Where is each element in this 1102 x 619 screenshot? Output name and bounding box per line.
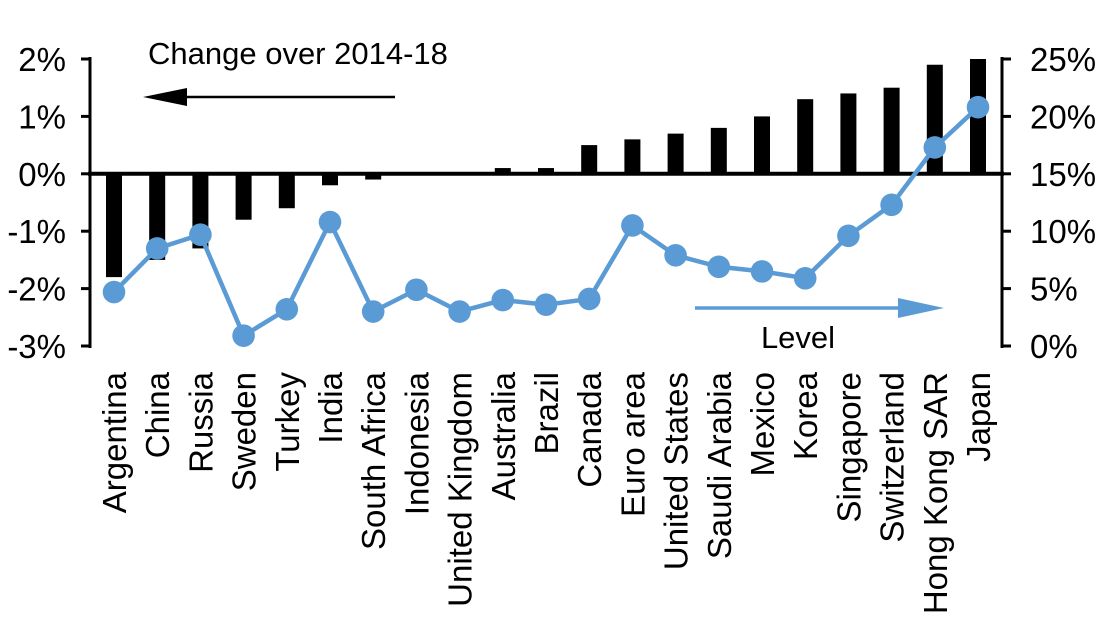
category-label: United Kingdom (442, 372, 479, 607)
bar (581, 145, 598, 174)
data-point (707, 255, 731, 279)
data-point (664, 244, 687, 267)
category-label: India (312, 371, 349, 443)
category-label: Hong Kong SAR (917, 372, 954, 614)
category-label: Brazil (528, 372, 565, 455)
right-axis-tick-label: 0% (1030, 328, 1078, 365)
data-point (232, 324, 255, 347)
data-point (880, 193, 903, 217)
data-point (318, 210, 342, 234)
bar (106, 173, 122, 278)
category-label: United States (658, 372, 695, 570)
right-axis-tick-label: 10% (1030, 213, 1096, 250)
line-series-label: Level (760, 320, 836, 355)
data-point (405, 278, 428, 302)
left-axis-tick-label: 1% (18, 98, 66, 135)
data-point (448, 300, 471, 323)
data-point (102, 280, 126, 304)
bar (754, 116, 770, 174)
bar (840, 93, 857, 174)
category-label: Turkey (269, 372, 306, 472)
category-label: Switzerland (874, 372, 911, 543)
category-label: China (139, 371, 176, 458)
bar (667, 133, 684, 174)
bar (494, 168, 511, 174)
category-label: Japan (960, 372, 997, 462)
category-label: Singapore (830, 372, 867, 522)
data-point (534, 293, 558, 316)
bar (235, 173, 252, 220)
data-point (491, 288, 515, 312)
category-label: Argentina (96, 371, 133, 513)
data-point (577, 287, 601, 311)
bar (797, 99, 814, 174)
left-axis-tick-label: 2% (18, 41, 66, 78)
left-axis-tick-label: -3% (7, 328, 66, 365)
bar (538, 168, 554, 174)
bar (710, 127, 727, 174)
left-axis-tick-label: -2% (7, 271, 66, 308)
data-point (837, 224, 860, 248)
data-point (793, 266, 817, 290)
left-axis-tick-label: 0% (18, 156, 66, 193)
data-point (966, 95, 990, 119)
category-label: Sweden (226, 372, 263, 491)
bar (365, 173, 382, 180)
right-axis-tick-label: 15% (1030, 156, 1096, 193)
data-point (923, 136, 947, 159)
left-axis-tick-label: -1% (7, 213, 66, 250)
category-label: Russia (182, 371, 219, 473)
data-point (189, 223, 212, 246)
data-point (361, 300, 385, 323)
bar-series-label: Change over 2014-18 (148, 36, 448, 71)
category-label: Indonesia (398, 371, 435, 515)
data-point (145, 237, 169, 260)
bar (624, 139, 641, 174)
category-label: Korea (787, 371, 824, 460)
data-point (621, 214, 644, 237)
right-axis-tick-label: 25% (1030, 41, 1096, 78)
data-point (750, 260, 774, 283)
data-point (275, 297, 299, 321)
category-label: Euro area (614, 371, 651, 517)
bar (322, 173, 338, 186)
category-label: South Africa (355, 371, 392, 550)
category-label: Canada (571, 371, 608, 487)
bar (883, 87, 900, 174)
change-arrow-head-icon (143, 88, 187, 106)
category-label: Saudi Arabia (701, 371, 738, 559)
right-axis-tick-label: 5% (1030, 271, 1078, 308)
category-label: Australia (485, 371, 522, 500)
bar (278, 173, 295, 209)
right-axis-tick-label: 20% (1030, 98, 1096, 135)
level-arrow-head-icon (898, 298, 944, 318)
category-label: Mexico (744, 372, 781, 477)
